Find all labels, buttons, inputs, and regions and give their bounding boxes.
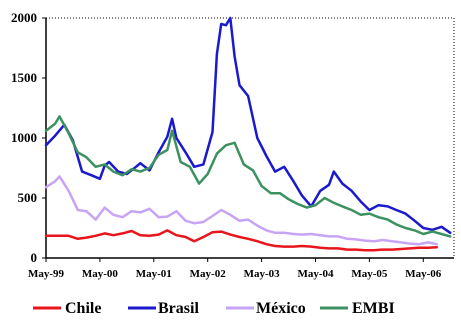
series-line-mxico — [44, 175, 439, 246]
legend-label-embi: EMBI — [352, 300, 395, 317]
y-tick-label: 500 — [18, 190, 38, 205]
legend-label-mxico: México — [256, 300, 306, 317]
x-tick-label: May-99 — [28, 268, 65, 280]
x-tick-label: May-05 — [351, 268, 388, 280]
y-axis: 0 500 1000 1500 2000 — [11, 10, 47, 265]
series-line-embi — [44, 115, 452, 238]
x-tick-label: May-06 — [405, 268, 442, 280]
y-tick-label: 2000 — [11, 10, 37, 25]
x-tick-label: May-02 — [190, 268, 227, 280]
x-tick-label: May-04 — [297, 268, 334, 280]
x-tick-label: May-03 — [244, 268, 281, 280]
legend: Chile Brasil México EMBI — [33, 300, 395, 317]
y-tick-label: 1000 — [11, 130, 37, 145]
y-tick-label: 0 — [31, 250, 38, 265]
y-tick-label: 1500 — [11, 70, 37, 85]
series-layer — [44, 16, 452, 252]
x-axis: May-99 May-00 May-01 May-02 May-03 May-04 May-… — [28, 257, 454, 280]
plot-area — [46, 17, 455, 258]
x-tick-label: May-01 — [136, 268, 172, 280]
legend-label-chile: Chile — [65, 300, 101, 317]
series-line-chile — [44, 229, 439, 252]
x-tick-label: May-00 — [82, 268, 119, 280]
series-line-brasil — [44, 16, 452, 235]
legend-label-brasil: Brasil — [158, 300, 199, 317]
